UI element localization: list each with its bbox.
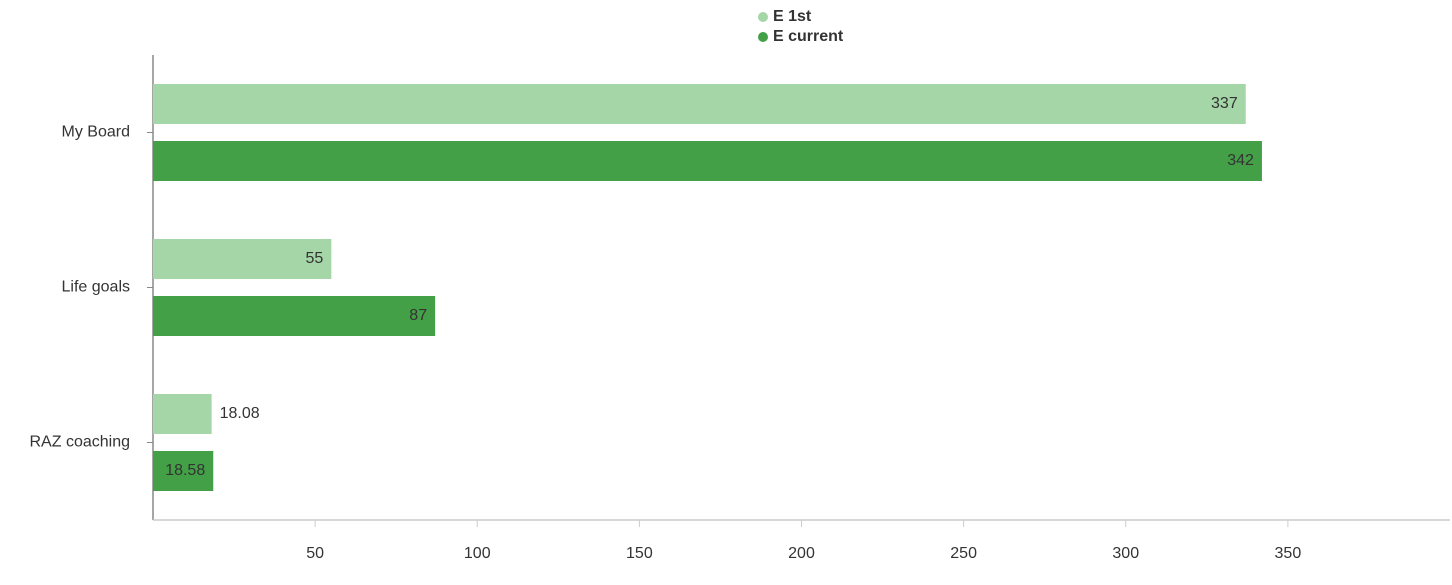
value-label: 55 — [306, 250, 324, 267]
x-tick-label: 50 — [306, 545, 324, 562]
value-label: 342 — [1227, 152, 1254, 169]
bar — [153, 296, 436, 336]
bar — [153, 239, 332, 279]
y-tick-label: RAZ coaching — [30, 434, 131, 451]
value-label: 18.08 — [220, 405, 260, 422]
x-tick-label: 150 — [626, 545, 653, 562]
bar — [153, 451, 214, 491]
x-tick-label: 350 — [1275, 545, 1302, 562]
legend-label: E 1st — [773, 8, 812, 25]
y-tick-label: My Board — [62, 124, 130, 141]
value-label: 18.58 — [165, 462, 205, 479]
legend-marker — [758, 32, 768, 42]
x-tick-label: 200 — [788, 545, 815, 562]
bar — [153, 84, 1246, 124]
x-tick-label: 250 — [950, 545, 977, 562]
x-tick-label: 100 — [464, 545, 491, 562]
bar — [153, 141, 1262, 181]
x-tick-label: 300 — [1112, 545, 1139, 562]
legend-label: E current — [773, 28, 844, 45]
y-tick-label: Life goals — [62, 279, 131, 296]
value-label: 337 — [1211, 95, 1238, 112]
legend-marker — [758, 12, 768, 22]
bar — [153, 394, 212, 434]
value-label: 87 — [409, 307, 427, 324]
